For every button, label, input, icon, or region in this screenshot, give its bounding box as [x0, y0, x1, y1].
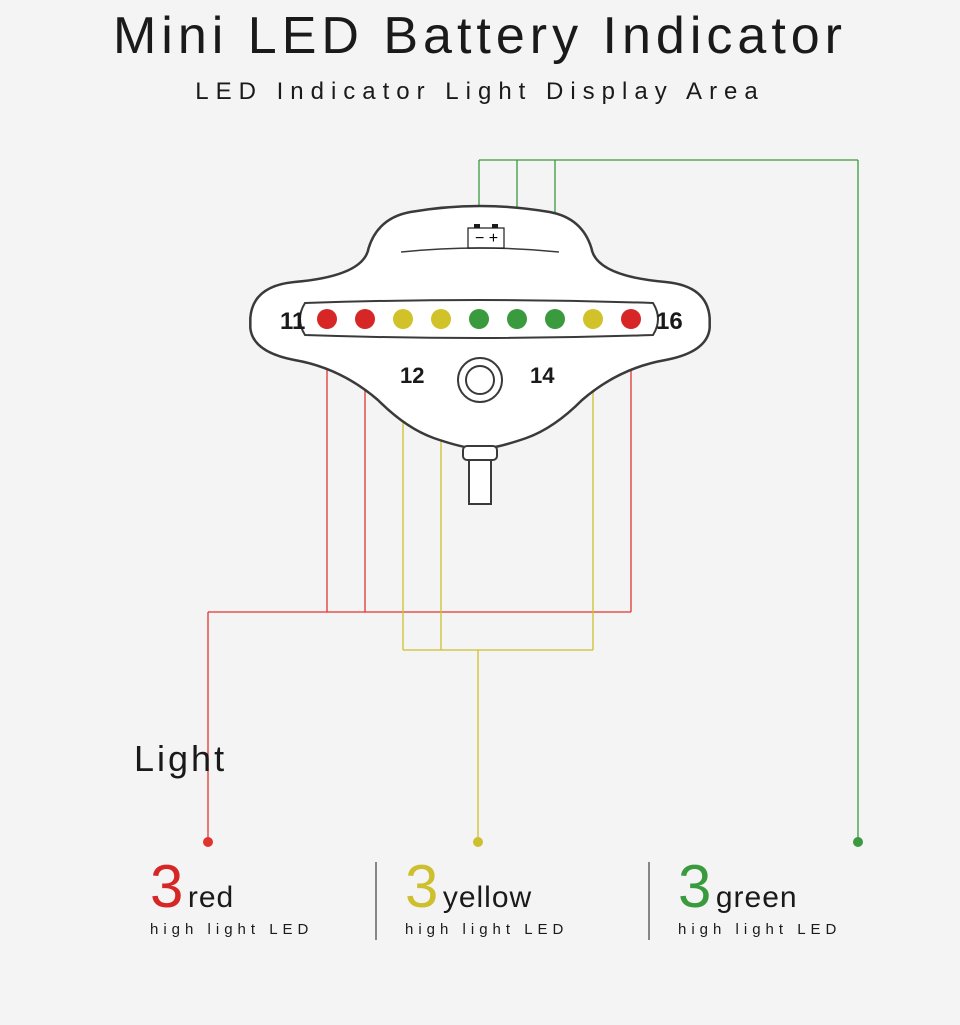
legend-count: 3: [405, 852, 438, 921]
scale-label-11: 11: [280, 308, 305, 336]
device-illustration: − +: [248, 200, 712, 510]
scale-label-12: 12: [400, 363, 424, 389]
light-section-label: Light: [134, 738, 227, 780]
wire-endpoint-green: [853, 837, 863, 847]
scale-label-14: 14: [530, 363, 554, 389]
legend-sub: high light LED: [405, 921, 568, 938]
wire-endpoint-yellow: [473, 837, 483, 847]
legend-divider: [648, 862, 650, 940]
svg-text:− +: − +: [475, 230, 498, 247]
legend-sub: high light LED: [678, 921, 841, 938]
legend-item-green: 3 green high light LED: [678, 852, 841, 938]
legend-item-yellow: 3 yellow high light LED: [405, 852, 568, 938]
legend-sub: high light LED: [150, 921, 313, 938]
legend-name: yellow: [443, 881, 532, 915]
legend-name: green: [716, 881, 798, 915]
page-subtitle: LED Indicator Light Display Area: [0, 78, 960, 106]
legend-item-red: 3 red high light LED: [150, 852, 313, 938]
page-title: Mini LED Battery Indicator: [0, 6, 960, 66]
legend-count: 3: [678, 852, 711, 921]
legend-name: red: [188, 881, 234, 915]
scale-label-16: 16: [656, 308, 683, 336]
legend-count: 3: [150, 852, 183, 921]
legend-divider: [375, 862, 377, 940]
wire-endpoint-red: [203, 837, 213, 847]
